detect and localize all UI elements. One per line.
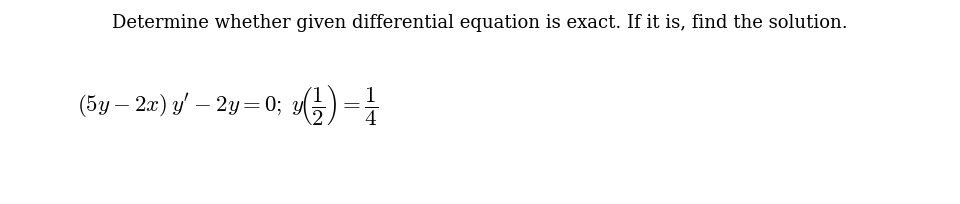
Text: $(5y - 2x)\,y^{\prime} - 2y = 0;\; y\!\left(\dfrac{1}{2}\right) = \dfrac{1}{4}$: $(5y - 2x)\,y^{\prime} - 2y = 0;\; y\!\l…	[77, 84, 378, 128]
Text: Determine whether given differential equation is exact. If it is, find the solut: Determine whether given differential equ…	[112, 14, 848, 32]
